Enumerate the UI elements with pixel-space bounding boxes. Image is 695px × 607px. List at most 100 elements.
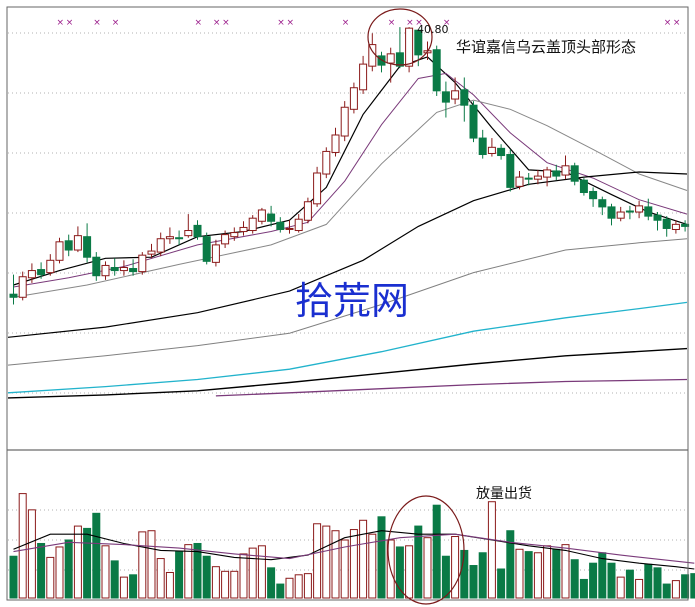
volume-bar-down (395, 546, 404, 599)
volume-bar-down (552, 548, 561, 599)
volume-bar-down (64, 539, 73, 599)
volume-bar-up (119, 576, 128, 599)
volume-bar-down (644, 563, 653, 599)
candle-body (533, 175, 542, 180)
candle-body (524, 177, 533, 180)
volume-bar-up (73, 525, 82, 599)
candle-up (359, 55, 368, 94)
candle-down (607, 203, 616, 226)
ma20-line (13, 99, 688, 298)
volume-bar-up (101, 545, 110, 599)
signal-marker: × (673, 18, 681, 28)
candle-body (184, 230, 193, 237)
candle-down (129, 259, 138, 276)
candle-down (202, 232, 211, 265)
candle-body (92, 256, 101, 277)
candle-body (579, 179, 588, 194)
volume_ma_b-line (13, 533, 695, 564)
volume-bar-up (671, 580, 680, 599)
signal-marker: × (388, 18, 396, 28)
candle-up (230, 227, 239, 241)
candle-body (561, 165, 570, 176)
candle-up (349, 82, 358, 114)
candle-body (175, 237, 184, 240)
candle-body (294, 218, 303, 232)
candle-up (313, 166, 322, 207)
ma60-line (7, 171, 688, 338)
candle-up (221, 230, 230, 248)
candle-down (497, 144, 506, 160)
signal-marker: × (406, 18, 414, 28)
candle-up (184, 214, 193, 238)
candle-down (598, 196, 607, 216)
candle-up (285, 220, 294, 234)
candle-up (257, 207, 266, 225)
candle-up (18, 271, 27, 301)
candle-up (405, 27, 414, 73)
candle-body (681, 223, 690, 227)
volume-bar-up (156, 558, 165, 599)
candle-up (533, 169, 542, 185)
signal-marker: × (93, 18, 101, 28)
volume-bar-down (681, 574, 690, 599)
candle-body (359, 63, 368, 91)
candle-down (644, 198, 653, 221)
volume-bar-down (662, 583, 671, 599)
candle-body (276, 221, 285, 230)
candle-body (607, 206, 616, 219)
volume-bar-up (331, 530, 340, 599)
volume-bar-up (487, 501, 496, 599)
volume-bar-up (533, 552, 542, 599)
volume-bar-down (690, 573, 695, 599)
candle-body (27, 270, 36, 279)
volume-bar-up (211, 566, 220, 599)
candle-body (211, 244, 220, 263)
candle-body (129, 268, 138, 273)
signal-marker: × (222, 18, 230, 28)
candle-body (83, 236, 92, 258)
candle-down (193, 220, 202, 240)
candle-down (625, 205, 634, 220)
volume-note: 放量出货 (476, 485, 532, 502)
signal-marker: × (112, 18, 120, 28)
volume-bar-up (359, 519, 368, 599)
volume-bar-down (570, 559, 579, 599)
candle-body (9, 293, 18, 298)
candle-body (239, 226, 248, 233)
candle-body (202, 236, 211, 262)
candle-body (64, 240, 73, 251)
pattern-title: 华谊嘉信乌云盖顶头部形态 (456, 38, 636, 56)
candle-body (644, 206, 653, 217)
volume-bar-down (175, 551, 184, 599)
volume-circle-annotation (387, 495, 465, 605)
volume-bar-down (441, 555, 450, 599)
candle-up (46, 254, 55, 276)
volume-bar-up (165, 571, 174, 599)
volume-bar-down (589, 562, 598, 599)
candle-body (543, 169, 552, 178)
candle-up (515, 170, 524, 190)
volume-bar-up (616, 576, 625, 599)
candle-body (478, 137, 487, 156)
volume-bar-up (138, 531, 147, 599)
signal-marker: × (287, 18, 295, 28)
candle-up (331, 127, 340, 157)
volume-bar-down (497, 568, 506, 599)
candle-body (37, 269, 46, 276)
candle-up (239, 221, 248, 236)
candle-down (469, 101, 478, 143)
volume-bar-up (239, 553, 248, 599)
candle-body (267, 213, 276, 222)
candle-down (579, 178, 588, 196)
candlesticks (9, 27, 690, 305)
volume-bar-down (92, 512, 101, 599)
volume-bar-up (515, 548, 524, 599)
volume-bar-down (469, 565, 478, 599)
signal-marker: × (57, 18, 65, 28)
candle-down (83, 223, 92, 263)
candle-body (432, 49, 441, 92)
volume-bar-down (37, 542, 46, 599)
signal-marker: × (66, 18, 74, 28)
volume-bar-up (27, 509, 36, 599)
candle-down (460, 77, 469, 122)
